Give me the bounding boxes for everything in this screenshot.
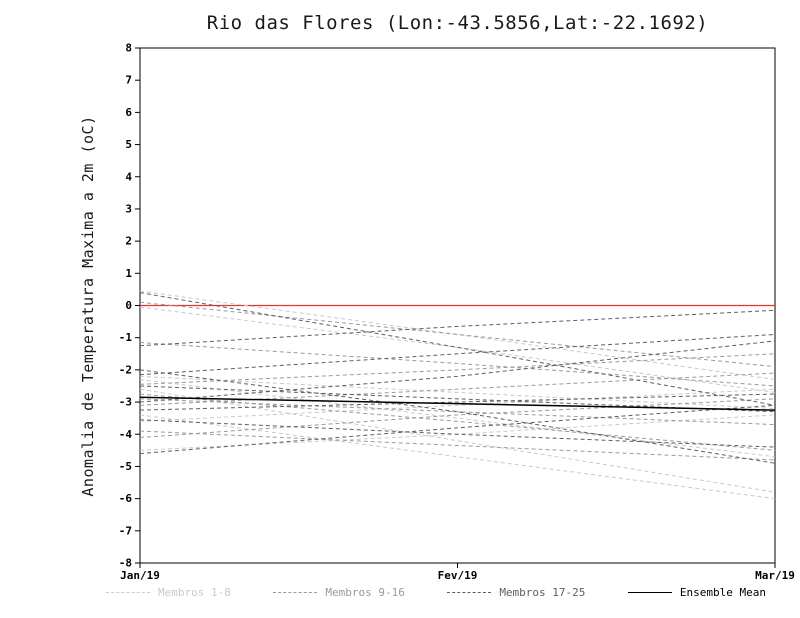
legend-item: Membros 9-16 — [273, 586, 405, 599]
x-tick-label: Mar/19 — [755, 569, 795, 582]
legend-line-sample — [447, 592, 492, 593]
y-tick-label: 3 — [125, 202, 132, 215]
y-tick-label: 7 — [125, 74, 132, 87]
y-tick-label: -5 — [119, 460, 132, 473]
y-tick-label: -7 — [119, 524, 132, 537]
legend-label: Ensemble Mean — [679, 586, 766, 599]
y-tick-label: -3 — [119, 396, 132, 409]
member-line — [139, 414, 776, 500]
ensemble-mean-line — [139, 396, 776, 411]
y-tick-label: 8 — [125, 42, 132, 55]
x-tick-label: Jan/19 — [120, 569, 160, 582]
chart-title: Rio das Flores (Lon:-43.5856,Lat:-22.169… — [206, 12, 709, 34]
member-line — [139, 369, 776, 464]
legend-line-sample — [106, 592, 150, 593]
y-tick-label: 6 — [125, 106, 132, 119]
member-line — [139, 306, 776, 393]
member-line — [139, 342, 776, 387]
y-tick-label: -2 — [119, 363, 132, 376]
legend-line-sample — [273, 592, 318, 593]
legend-label: Membros 9-16 — [325, 586, 405, 599]
legend: Membros 1-8 Membros 9-16 Membros 17-25 Ense… — [106, 586, 766, 599]
legend-item: Ensemble Mean — [627, 586, 766, 599]
member-line — [139, 379, 776, 458]
member-line — [139, 292, 776, 406]
member-line — [139, 290, 776, 381]
member-line — [139, 388, 776, 493]
member-line — [139, 353, 776, 385]
y-tick-label: 0 — [125, 299, 132, 312]
member-line — [139, 385, 776, 413]
member-line — [139, 404, 776, 455]
legend-label: Membros 17-25 — [499, 586, 586, 599]
member-line — [139, 340, 776, 403]
member-line — [139, 375, 776, 409]
y-tick-label: -8 — [119, 557, 132, 570]
member-line — [139, 309, 776, 347]
legend-item: Membros 17-25 — [447, 586, 585, 599]
y-tick-label: 5 — [125, 138, 132, 151]
member-line — [139, 430, 776, 461]
legend-item: Membros 1-8 — [106, 586, 231, 599]
member-line — [139, 419, 776, 448]
member-line — [139, 393, 776, 411]
member-line — [139, 333, 776, 376]
y-tick-label: -1 — [119, 331, 133, 344]
x-tick-label: Fev/19 — [438, 569, 478, 582]
y-tick-label: 2 — [125, 235, 132, 248]
y-tick-label: -6 — [119, 492, 133, 505]
member-line — [139, 388, 776, 422]
member-line — [139, 398, 776, 438]
member-line — [139, 301, 776, 368]
member-line — [139, 393, 776, 451]
y-tick-label: 1 — [125, 267, 132, 280]
y-tick-label: 4 — [125, 170, 132, 183]
legend-label: Membros 1-8 — [158, 586, 231, 599]
legend-line-sample — [627, 592, 672, 593]
member-line — [139, 372, 776, 406]
y-tick-label: -4 — [119, 428, 133, 441]
